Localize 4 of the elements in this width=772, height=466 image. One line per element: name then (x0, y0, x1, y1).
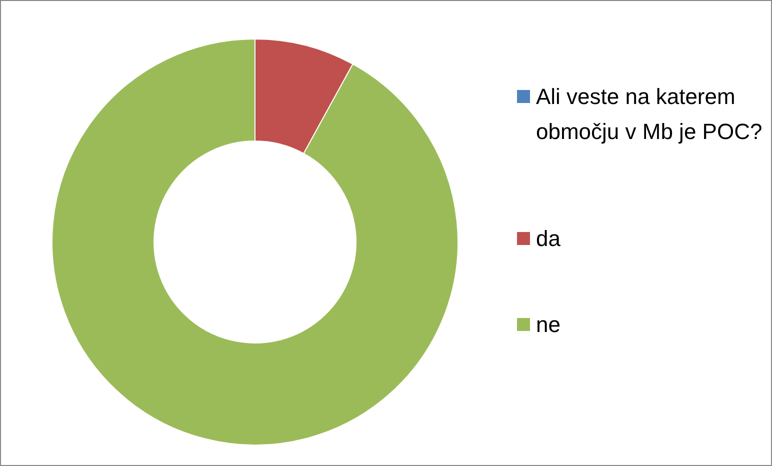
legend-label: da (536, 226, 562, 251)
legend-label: Ali veste na katerem območju v Mb je POC? (536, 84, 762, 144)
donut-slice (52, 38, 458, 446)
legend-label: ne (536, 312, 560, 337)
